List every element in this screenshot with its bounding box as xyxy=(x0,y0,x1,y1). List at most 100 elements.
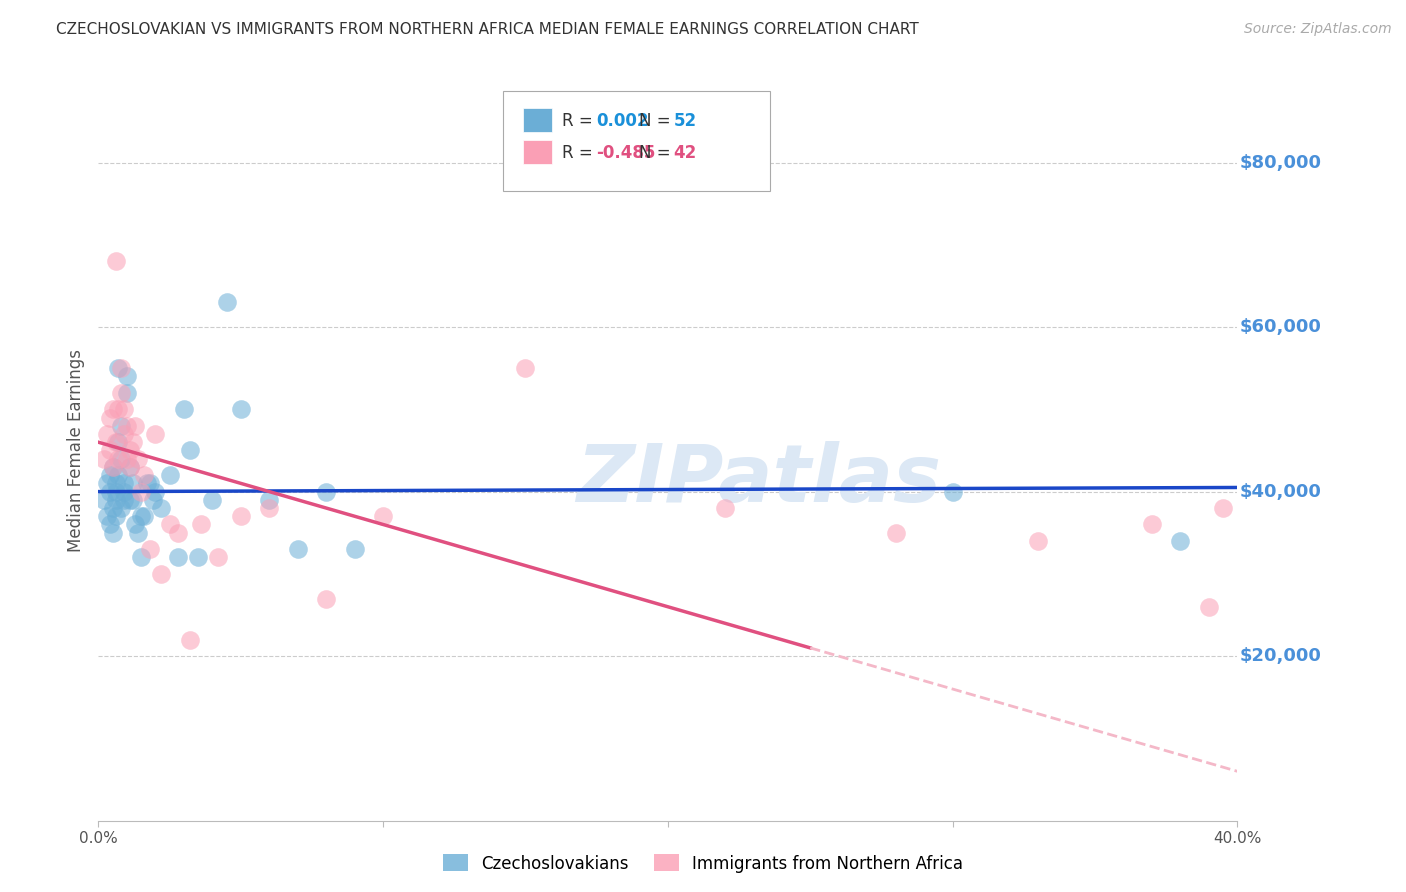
Point xyxy=(179,443,201,458)
Text: Source: ZipAtlas.com: Source: ZipAtlas.com xyxy=(1244,22,1392,37)
Point xyxy=(159,517,181,532)
Point xyxy=(127,525,149,540)
Point xyxy=(110,501,132,516)
Point xyxy=(93,451,115,466)
Point xyxy=(129,550,152,565)
Point xyxy=(98,484,121,499)
Point xyxy=(145,484,167,499)
Point xyxy=(229,509,252,524)
Point xyxy=(107,451,129,466)
Point xyxy=(259,501,281,516)
Point xyxy=(112,492,135,507)
Point xyxy=(343,542,366,557)
FancyBboxPatch shape xyxy=(503,91,770,191)
Point xyxy=(1170,533,1192,548)
Point xyxy=(104,492,127,507)
FancyBboxPatch shape xyxy=(523,140,551,164)
Point xyxy=(201,492,224,507)
Point xyxy=(96,509,118,524)
Point xyxy=(118,459,141,474)
Text: $60,000: $60,000 xyxy=(1240,318,1322,336)
Point xyxy=(112,402,135,417)
Text: R =: R = xyxy=(562,112,598,130)
Point xyxy=(121,435,143,450)
Point xyxy=(145,427,167,442)
Point xyxy=(150,501,173,516)
Point xyxy=(101,501,124,516)
Text: R =: R = xyxy=(562,144,598,161)
Point xyxy=(167,550,190,565)
Point xyxy=(110,385,132,400)
Point xyxy=(173,402,195,417)
Point xyxy=(104,509,127,524)
Text: N =: N = xyxy=(640,144,676,161)
Point xyxy=(141,492,163,507)
Point xyxy=(107,468,129,483)
Text: N =: N = xyxy=(640,112,676,130)
Text: CZECHOSLOVAKIAN VS IMMIGRANTS FROM NORTHERN AFRICA MEDIAN FEMALE EARNINGS CORREL: CZECHOSLOVAKIAN VS IMMIGRANTS FROM NORTH… xyxy=(56,22,920,37)
Point xyxy=(315,484,337,499)
Point xyxy=(229,402,252,417)
Point xyxy=(98,410,121,425)
Point xyxy=(104,476,127,491)
Point xyxy=(190,517,212,532)
Point xyxy=(124,418,146,433)
Text: 42: 42 xyxy=(673,144,697,161)
Point xyxy=(187,550,209,565)
Point xyxy=(104,254,127,268)
Text: ZIPatlas: ZIPatlas xyxy=(576,441,942,519)
Point xyxy=(124,517,146,532)
Y-axis label: Median Female Earnings: Median Female Earnings xyxy=(66,349,84,552)
Point xyxy=(107,402,129,417)
Text: $40,000: $40,000 xyxy=(1240,483,1322,500)
Text: 0.002: 0.002 xyxy=(596,112,648,130)
Point xyxy=(96,476,118,491)
FancyBboxPatch shape xyxy=(523,109,551,132)
Text: -0.485: -0.485 xyxy=(596,144,655,161)
Point xyxy=(107,361,129,376)
Point xyxy=(129,509,152,524)
Point xyxy=(112,427,135,442)
Point xyxy=(98,443,121,458)
Point xyxy=(107,435,129,450)
Point xyxy=(127,451,149,466)
Point xyxy=(714,501,737,516)
Point xyxy=(207,550,229,565)
Point xyxy=(115,451,138,466)
Point xyxy=(115,418,138,433)
Point xyxy=(1026,533,1049,548)
Point xyxy=(110,418,132,433)
Point xyxy=(115,385,138,400)
Point xyxy=(104,484,127,499)
Point xyxy=(1198,599,1220,614)
Point xyxy=(101,459,124,474)
Point xyxy=(112,476,135,491)
Point xyxy=(112,484,135,499)
Point xyxy=(179,632,201,647)
Text: 52: 52 xyxy=(673,112,696,130)
Point xyxy=(150,566,173,581)
Point xyxy=(98,517,121,532)
Point xyxy=(159,468,181,483)
Point xyxy=(101,459,124,474)
Point xyxy=(884,525,907,540)
Point xyxy=(101,402,124,417)
Point xyxy=(110,361,132,376)
Point xyxy=(96,427,118,442)
Point xyxy=(138,476,160,491)
Point xyxy=(118,492,141,507)
Point xyxy=(101,525,124,540)
Legend: Czechoslovakians, Immigrants from Northern Africa: Czechoslovakians, Immigrants from Northe… xyxy=(436,847,970,880)
Point xyxy=(132,468,155,483)
Point xyxy=(138,542,160,557)
Point xyxy=(115,369,138,384)
Point xyxy=(167,525,190,540)
Point xyxy=(373,509,395,524)
Point xyxy=(118,443,141,458)
Text: $80,000: $80,000 xyxy=(1240,153,1322,171)
Point xyxy=(215,295,238,310)
Point xyxy=(98,468,121,483)
Point xyxy=(118,459,141,474)
Point xyxy=(93,492,115,507)
Point xyxy=(1140,517,1163,532)
